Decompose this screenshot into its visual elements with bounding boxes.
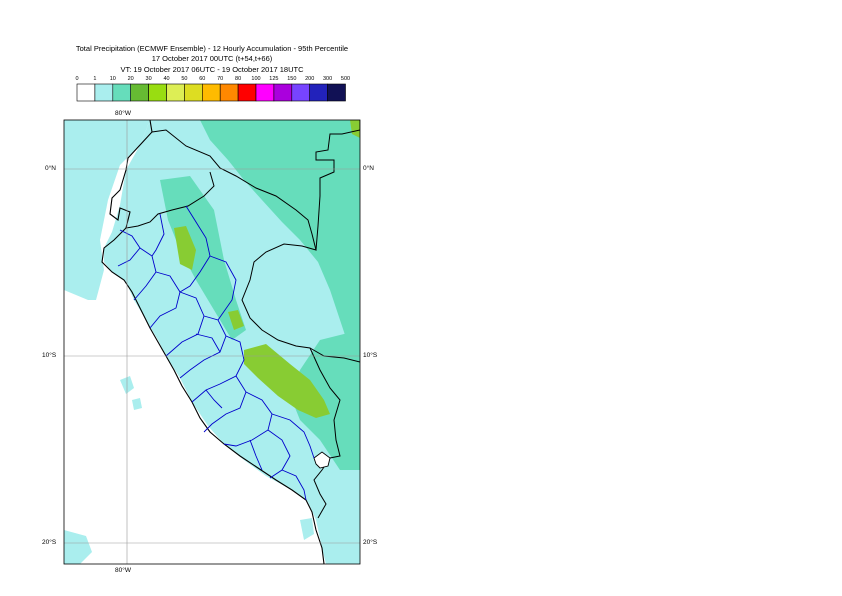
land-heavy-precip-2	[228, 310, 244, 330]
ocean-precip-southwest	[64, 530, 92, 564]
map-title: Total Precipitation (ECMWF Ensemble) - 1…	[75, 44, 349, 53]
country-border-ecuador-colombia	[151, 129, 341, 519]
land-heavy-precip-1	[174, 226, 196, 270]
lat-label-0-right: 0°N	[363, 165, 374, 172]
ocean-precip-north	[64, 120, 150, 300]
region-borders	[117, 205, 315, 501]
lat-label-20-left: 20°S	[42, 539, 57, 546]
lat-label-10-left: 10°S	[42, 352, 57, 359]
graticule	[64, 120, 360, 564]
land-medium-precip-east	[290, 330, 360, 470]
lat-label-10-right: 10°S	[363, 352, 378, 359]
map-valid-time: VT: 19 October 2017 06UTC - 19 October 2…	[120, 65, 304, 74]
country-border-brazil	[315, 120, 360, 251]
land-heavy-precip-3	[244, 344, 330, 418]
ocean-precip-south	[300, 518, 314, 540]
coastline	[101, 120, 325, 564]
ocean-precip-patch-b	[132, 398, 142, 410]
land-medium-precip-west	[160, 176, 246, 340]
country-border-ecuador-peru	[125, 171, 215, 229]
lon-label-bottom: 80°W	[115, 567, 131, 574]
map-base-time: 17 October 2017 00UTC (t+54,t+66)	[151, 54, 273, 63]
land-heavy-precip-4	[350, 120, 360, 138]
lat-label-20-right: 20°S	[363, 539, 378, 546]
lon-label-top: 80°W	[115, 110, 131, 117]
map-frame	[63, 119, 361, 565]
country-border-bolivia	[309, 347, 360, 363]
lake-titicaca	[313, 451, 331, 469]
lat-label-0-left: 0°N	[45, 165, 56, 172]
